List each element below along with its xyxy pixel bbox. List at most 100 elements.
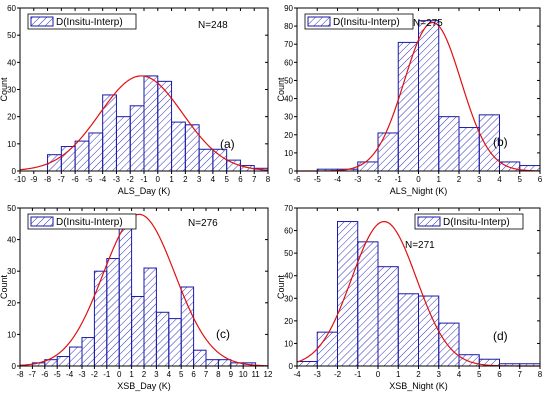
x-tick-label: 12 — [264, 370, 273, 379]
x-tick-label: -10 — [14, 175, 26, 184]
y-tick-label: 30 — [7, 86, 16, 95]
y-tick-label: 50 — [284, 76, 293, 85]
x-tick-label: -1 — [395, 175, 403, 184]
y-tick-label: 50 — [7, 31, 16, 40]
y-tick-label: 60 — [7, 4, 16, 13]
x-tick-label: 6 — [497, 370, 502, 379]
bar-16 — [217, 359, 232, 367]
x-tick-label: -1 — [103, 370, 111, 379]
x-tick-label: -3 — [354, 175, 362, 184]
bar-7 — [106, 258, 120, 367]
y-tick-label: 50 — [284, 249, 293, 258]
legend-swatch — [417, 216, 441, 227]
bar-8 — [438, 322, 460, 367]
y-tick-label: 10 — [7, 330, 16, 339]
legend-box — [27, 213, 137, 230]
x-tick-label: 1 — [129, 370, 134, 379]
y-tick-label: 10 — [7, 140, 16, 149]
x-tick-label: -9 — [30, 175, 38, 184]
x-tick-label: 6 — [191, 370, 196, 379]
bar-7 — [129, 105, 145, 172]
y-axis-label: Count — [0, 275, 9, 300]
x-tick-label: 7 — [252, 175, 257, 184]
bar-12 — [168, 318, 182, 367]
bar-11 — [184, 124, 200, 172]
y-tick-label: 40 — [284, 95, 293, 104]
legend: D(Insitu-Interp) — [304, 13, 414, 30]
bar-12 — [198, 148, 214, 172]
legend: D(Insitu-Interp) — [27, 213, 137, 230]
x-tick-label: 1 — [169, 175, 174, 184]
x-tick-label: 0 — [416, 175, 421, 184]
legend-label: D(Insitu-Interp) — [56, 17, 123, 28]
bar-4 — [88, 132, 104, 172]
y-tick-label: 0 — [12, 167, 17, 176]
x-tick-label: -6 — [293, 175, 301, 184]
x-tick-label: 3 — [154, 370, 159, 379]
x-tick-label: -8 — [44, 175, 52, 184]
sample-size-label: N=276 — [188, 218, 218, 229]
bar-7 — [438, 116, 460, 172]
sample-size-label: N=248 — [198, 20, 228, 31]
x-tick-label: -1 — [354, 370, 362, 379]
x-tick-label: 1 — [437, 175, 442, 184]
y-tick-label: 70 — [284, 40, 293, 49]
bar-6 — [397, 293, 419, 367]
x-tick-label: 3 — [197, 175, 202, 184]
bar-10 — [171, 121, 186, 172]
x-tick-label: 4 — [211, 175, 216, 184]
x-tick-label: -7 — [29, 370, 37, 379]
x-tick-label: 7 — [204, 370, 209, 379]
bar-2 — [316, 331, 338, 367]
legend-swatch — [30, 16, 54, 27]
x-tick-label: 5 — [518, 175, 523, 184]
bar-6 — [93, 270, 108, 367]
bar-1 — [296, 360, 318, 367]
x-tick-label: 2 — [183, 175, 188, 184]
panel-label: (c) — [216, 327, 230, 341]
sample-size-label: N=271 — [405, 240, 435, 251]
y-tick-label: 60 — [284, 58, 293, 67]
x-axis-label: ALS_Night (K) — [390, 186, 448, 196]
legend-label: D(Insitu-Interp) — [443, 217, 510, 228]
chart-panel-4: -4 -3 -2 -1 0 1 2 3 4 5 6 7 8 0 10 20 30 40 50 60 70 XSB_Nigh… — [276, 204, 543, 391]
x-tick-label: -7 — [58, 175, 66, 184]
bar-3 — [337, 221, 359, 367]
x-tick-label: 4 — [167, 370, 172, 379]
y-axis-label: Count — [276, 77, 286, 102]
bar-6 — [418, 20, 440, 172]
x-tick-label: 4 — [457, 370, 462, 379]
x-tick-label: 10 — [239, 370, 248, 379]
fit-curve — [19, 75, 269, 171]
y-tick-label: 20 — [7, 299, 16, 308]
x-axis-label: ALS_Day (K) — [118, 186, 171, 196]
y-tick-label: 20 — [284, 131, 293, 140]
x-tick-label: -2 — [334, 370, 342, 379]
x-axis-label: XSB_Night (K) — [389, 381, 448, 391]
y-tick-label: 90 — [284, 4, 293, 13]
x-tick-label: 3 — [477, 175, 482, 184]
legend-swatch — [30, 216, 54, 227]
y-tick-label: 60 — [284, 227, 293, 236]
x-tick-label: -3 — [314, 370, 322, 379]
x-tick-label: -4 — [99, 175, 107, 184]
bar-9 — [131, 295, 145, 367]
x-tick-label: 3 — [437, 370, 442, 379]
panel-label: (b) — [493, 135, 508, 149]
legend-swatch — [307, 16, 331, 27]
bar-8 — [458, 127, 480, 172]
x-tick-label: 1 — [396, 370, 401, 379]
legend: D(Insitu-Interp) — [414, 213, 524, 230]
x-tick-label: 4 — [497, 175, 502, 184]
legend-box — [414, 213, 524, 230]
x-axis-label: XSB_Day (K) — [117, 381, 171, 391]
y-tick-label: 50 — [7, 204, 16, 213]
bar-14 — [193, 349, 207, 367]
bar-2 — [60, 146, 76, 172]
bar-13 — [212, 148, 228, 172]
legend-box — [27, 13, 137, 30]
panel-label: (d) — [493, 329, 508, 343]
chart-panel-3: -8 -7 -6 -5 -4 -3 -2 -1 0 1 2 3 4 5 6 7 8 9 10 11 1201020304… — [0, 204, 273, 391]
bar-3 — [56, 356, 71, 367]
fit-curve — [297, 21, 541, 172]
